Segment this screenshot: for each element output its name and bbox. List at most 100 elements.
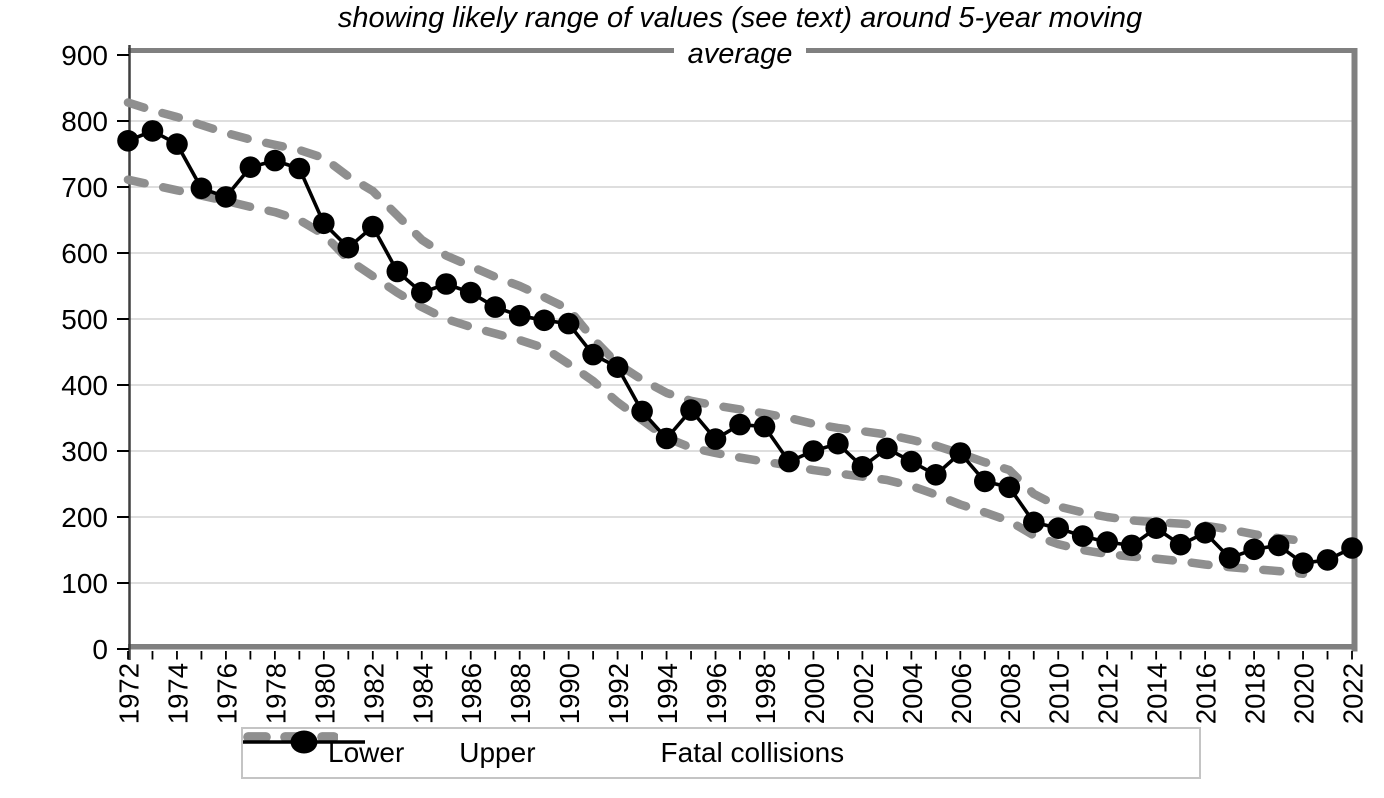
data-point-marker	[1194, 522, 1216, 544]
data-point-marker	[1023, 511, 1045, 534]
x-tick-label: 1996	[701, 663, 732, 724]
data-point-marker	[1071, 525, 1094, 547]
legend-box: Lower Upper Fatal collisions	[241, 727, 1201, 779]
data-point-marker	[411, 281, 433, 304]
data-point-marker	[362, 215, 384, 238]
y-tick-label: 600	[61, 238, 108, 269]
data-point-marker	[876, 437, 898, 460]
data-point-marker	[117, 130, 139, 152]
y-tick-label: 800	[61, 106, 108, 137]
data-point-marker	[851, 456, 874, 478]
data-point-marker	[1218, 547, 1241, 569]
data-point-marker	[582, 343, 604, 366]
data-point-marker	[386, 260, 409, 283]
x-tick-label: 2012	[1093, 663, 1124, 724]
line-marker-glyph	[243, 730, 365, 754]
x-tick-label: 1980	[309, 663, 340, 724]
y-tick-label: 700	[61, 172, 108, 203]
data-point-marker	[533, 309, 555, 332]
data-point-marker	[508, 304, 531, 327]
legend-item-upper: Upper	[243, 732, 536, 769]
dashed-line-glyph	[243, 732, 338, 742]
data-point-marker	[166, 133, 188, 155]
data-point-marker	[1145, 517, 1167, 539]
x-axis: 1972 1974 1976 1978 1980 1982 1984 1986 1988 1990…	[114, 651, 1369, 724]
y-tick-label: 300	[61, 436, 108, 467]
x-tick-label: 1972	[114, 663, 145, 724]
x-tick-label: 1990	[554, 663, 585, 724]
x-tick-label: 1982	[358, 663, 389, 724]
x-tick-label: 2010	[1044, 663, 1075, 724]
data-point-marker	[606, 356, 629, 379]
x-tick-label: 1992	[603, 663, 634, 724]
data-point-marker	[190, 177, 213, 200]
data-point-marker	[949, 442, 972, 464]
data-point-marker	[459, 281, 482, 304]
data-point-marker	[1169, 533, 1192, 556]
legend-label-fatal-collisions: Fatal collisions	[660, 737, 845, 768]
x-tick-label: 2008	[995, 663, 1026, 724]
data-point-marker	[435, 273, 458, 295]
gridlines	[128, 120, 1357, 584]
data-point-marker	[998, 476, 1021, 499]
data-point-marker	[925, 464, 947, 486]
x-tick-label: 2022	[1338, 663, 1369, 724]
x-tick-label: 2004	[897, 663, 928, 724]
x-tick-label: 2006	[946, 663, 977, 724]
y-tick-label: 0	[92, 634, 108, 665]
data-point-marker	[1316, 549, 1339, 571]
x-tick-label: 2014	[1142, 663, 1173, 724]
data-point-marker	[264, 149, 286, 172]
x-tick-label: 2002	[848, 663, 879, 724]
series-upper	[123, 98, 1308, 546]
data-point-marker	[239, 156, 262, 178]
data-point-marker	[704, 428, 727, 450]
data-point-marker	[215, 186, 237, 208]
y-tick-label: 400	[61, 370, 108, 401]
legend-item-fatal-collisions: Fatal collisions	[243, 730, 845, 769]
data-point-marker	[288, 157, 311, 180]
data-point-marker	[778, 450, 800, 473]
data-point-marker	[1120, 534, 1143, 557]
x-tick-label: 1974	[162, 663, 193, 724]
data-point-marker	[1243, 538, 1265, 561]
x-tick-label: 2020	[1289, 663, 1320, 724]
data-point-marker	[753, 415, 776, 438]
y-tick-label: 900	[61, 40, 108, 71]
data-point-marker	[141, 120, 164, 142]
chart-title-line2-wrap: average	[128, 37, 1352, 71]
data-point-marker	[900, 450, 923, 473]
data-point-marker	[484, 296, 507, 318]
data-point-marker	[1341, 537, 1363, 559]
data-point-marker	[802, 440, 825, 462]
data-point-marker	[827, 432, 849, 455]
chart-title-line1: showing likely range of values (see text…	[337, 2, 1143, 34]
data-point-marker	[337, 236, 360, 259]
x-tick-label: 1988	[505, 663, 536, 724]
x-tick-label: 1986	[456, 663, 487, 724]
data-point-marker	[680, 399, 702, 421]
series-lower	[123, 175, 1308, 579]
legend-label-upper: Upper	[459, 737, 536, 768]
data-point-marker	[655, 427, 678, 450]
x-tick-label: 2018	[1240, 663, 1271, 724]
data-point-marker	[557, 312, 580, 335]
data-point-marker	[1292, 552, 1314, 574]
data-point-marker	[1267, 534, 1290, 557]
chart-title-line2: average	[673, 37, 807, 71]
y-tick-label: 500	[61, 304, 108, 335]
x-tick-label: 2016	[1191, 663, 1222, 724]
x-tick-label: 1978	[260, 663, 291, 724]
x-tick-label: 1984	[407, 663, 438, 724]
data-point-marker	[1047, 517, 1069, 539]
y-tick-label: 200	[61, 502, 108, 533]
series-fatal-collisions	[117, 120, 1363, 574]
x-tick-label: 1994	[652, 663, 683, 724]
x-tick-label: 2000	[799, 663, 830, 724]
data-point-marker	[313, 212, 335, 235]
data-point-marker	[631, 400, 653, 423]
x-tick-label: 1998	[750, 663, 781, 724]
data-point-marker	[729, 413, 751, 436]
